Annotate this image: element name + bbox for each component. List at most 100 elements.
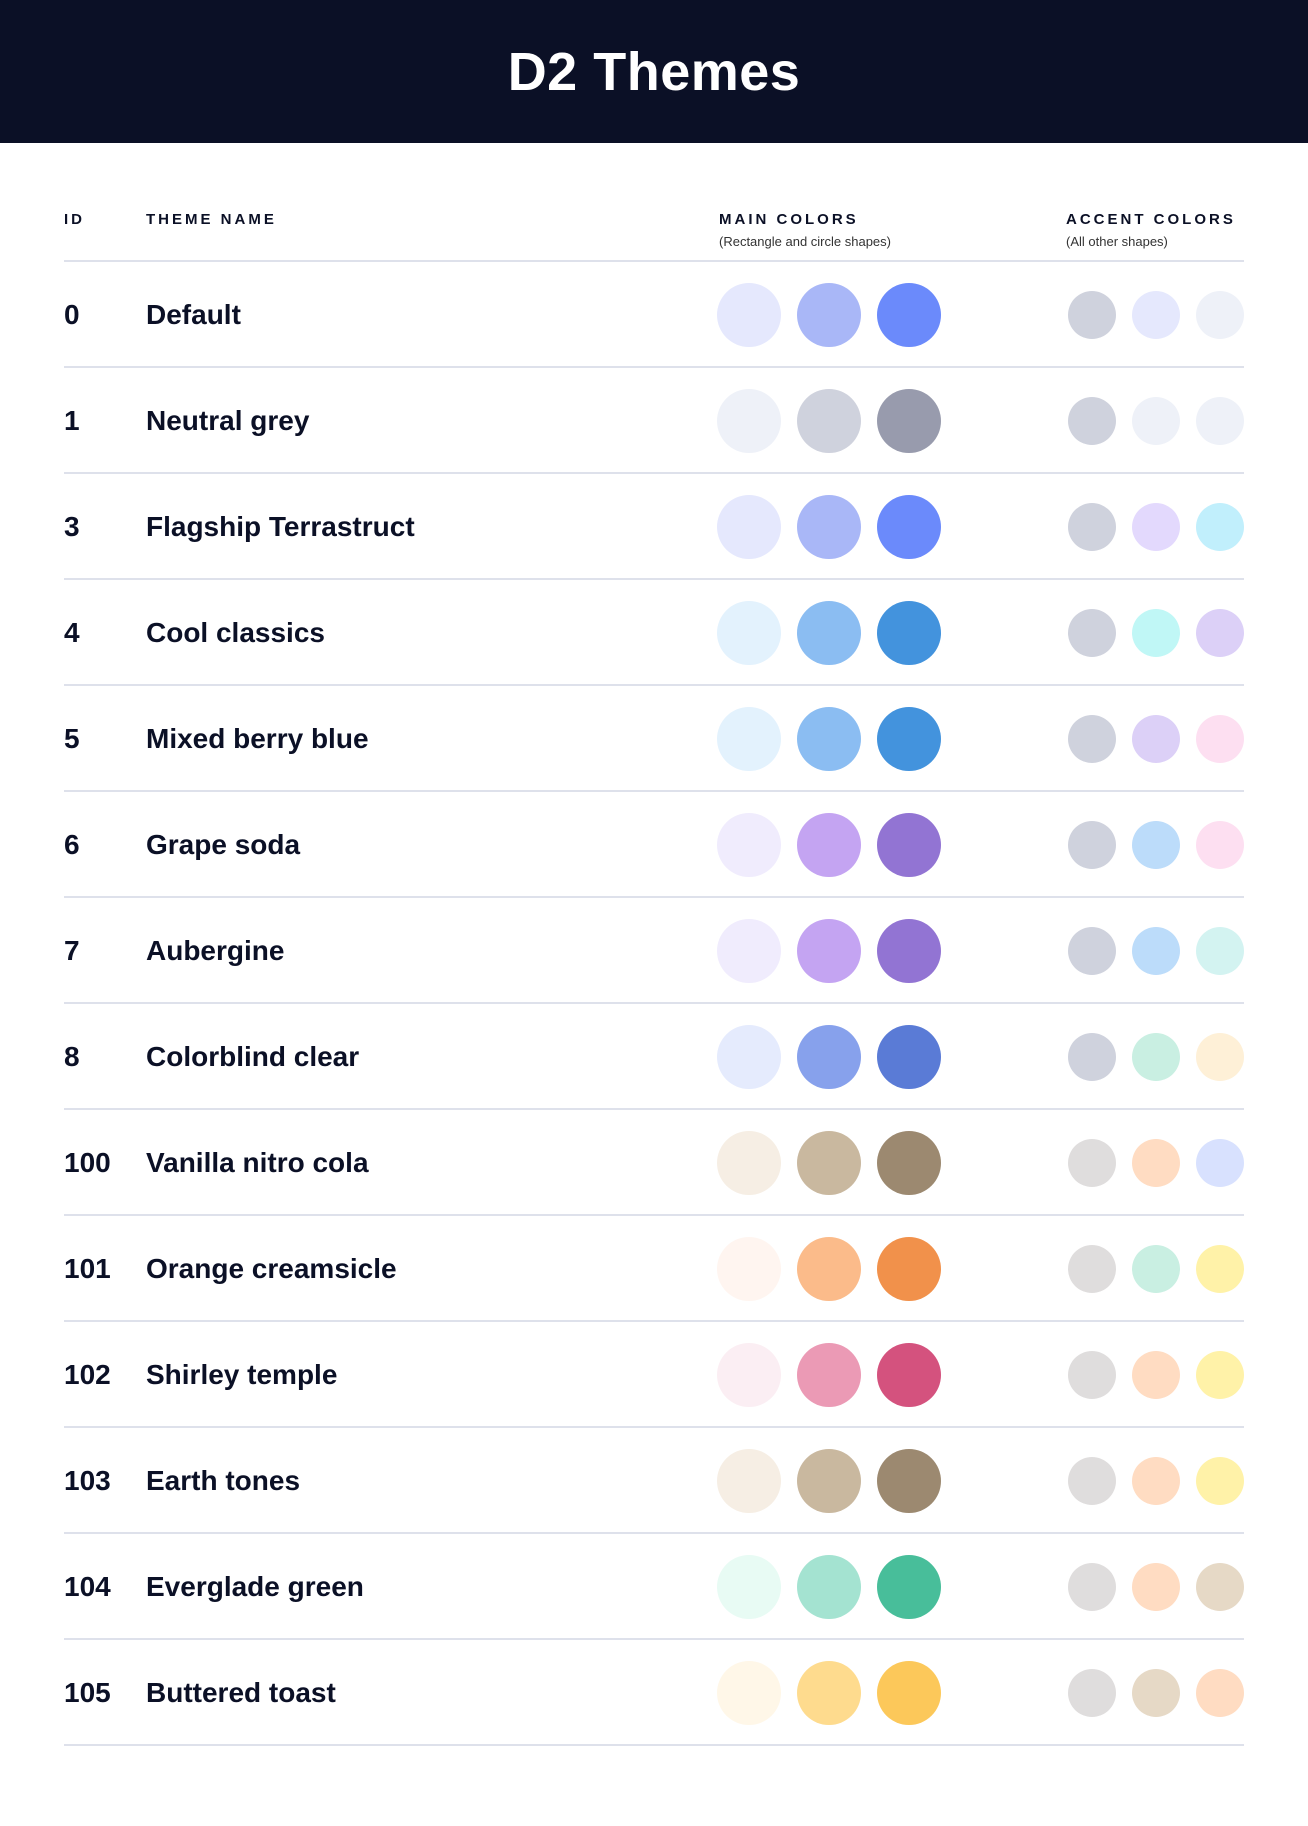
theme-id: 6 <box>64 829 80 860</box>
main-color-swatch <box>797 813 861 877</box>
main-color-swatch <box>877 495 941 559</box>
theme-id: 102 <box>64 1359 111 1390</box>
row-divider <box>64 366 1244 368</box>
row-divider <box>64 1002 1244 1004</box>
row-divider <box>64 1744 1244 1746</box>
main-color-swatch <box>717 1661 781 1725</box>
theme-name: Earth tones <box>146 1465 301 1496</box>
theme-name: Aubergine <box>146 935 285 966</box>
table-row: 3 Flagship Terrastruct <box>0 474 1308 580</box>
accent-color-swatch <box>1132 1669 1180 1717</box>
table-row: 4 Cool classics <box>0 580 1308 686</box>
theme-name: Default <box>146 299 241 330</box>
accent-color-swatch <box>1068 821 1116 869</box>
table-row: 102 Shirley temple <box>0 1322 1308 1428</box>
accent-color-swatch <box>1196 1457 1244 1505</box>
row-divider <box>64 1320 1244 1322</box>
accent-color-swatch <box>1132 1457 1180 1505</box>
accent-color-swatch <box>1132 1351 1180 1399</box>
accent-color-swatch <box>1132 291 1180 339</box>
theme-id: 100 <box>64 1147 111 1178</box>
main-color-swatch <box>877 1131 941 1195</box>
table-row: 103 Earth tones <box>0 1428 1308 1534</box>
table-row: 1 Neutral grey <box>0 368 1308 474</box>
accent-color-swatch <box>1068 1139 1116 1187</box>
header-divider <box>64 260 1244 262</box>
main-color-swatch <box>717 283 781 347</box>
row-divider <box>64 1214 1244 1216</box>
accent-color-swatch <box>1068 397 1116 445</box>
main-color-swatch <box>877 1661 941 1725</box>
main-color-swatch <box>877 1449 941 1513</box>
main-color-swatch <box>797 283 861 347</box>
main-color-swatch <box>717 707 781 771</box>
theme-name: Neutral grey <box>146 405 310 436</box>
main-color-swatch <box>717 389 781 453</box>
accent-color-swatch <box>1132 821 1180 869</box>
column-header-id: ID <box>64 211 85 228</box>
row-divider <box>64 1108 1244 1110</box>
main-color-swatch <box>797 919 861 983</box>
table-row: 105 Buttered toast <box>0 1640 1308 1746</box>
theme-name: Everglade green <box>146 1571 364 1602</box>
main-color-swatch <box>877 283 941 347</box>
row-divider <box>64 684 1244 686</box>
accent-color-swatch <box>1132 1563 1180 1611</box>
main-color-swatch <box>797 707 861 771</box>
row-divider <box>64 896 1244 898</box>
main-color-swatch <box>797 495 861 559</box>
main-color-swatch <box>717 919 781 983</box>
theme-name: Flagship Terrastruct <box>146 511 415 542</box>
theme-name: Mixed berry blue <box>146 723 369 754</box>
column-subheader-main-colors: (Rectangle and circle shapes) <box>719 234 891 249</box>
accent-color-swatch <box>1196 1139 1244 1187</box>
main-color-swatch <box>877 1025 941 1089</box>
row-divider <box>64 790 1244 792</box>
accent-color-swatch <box>1132 1245 1180 1293</box>
main-color-swatch <box>877 813 941 877</box>
table-row: 8 Colorblind clear <box>0 1004 1308 1110</box>
accent-color-swatch <box>1196 927 1244 975</box>
table-row: 101 Orange creamsicle <box>0 1216 1308 1322</box>
column-header-accent-colors: ACCENT COLORS <box>1066 211 1236 228</box>
main-color-swatch <box>797 601 861 665</box>
theme-name: Buttered toast <box>146 1677 336 1708</box>
main-color-swatch <box>717 1025 781 1089</box>
column-header-theme-name: THEME NAME <box>146 211 277 228</box>
table-row: 5 Mixed berry blue <box>0 686 1308 792</box>
theme-name: Orange creamsicle <box>146 1253 397 1284</box>
row-divider <box>64 1532 1244 1534</box>
theme-id: 104 <box>64 1571 111 1602</box>
accent-color-swatch <box>1132 715 1180 763</box>
row-divider <box>64 472 1244 474</box>
theme-name: Cool classics <box>146 617 325 648</box>
theme-id: 7 <box>64 935 80 966</box>
accent-color-swatch <box>1196 821 1244 869</box>
theme-name: Colorblind clear <box>146 1041 360 1072</box>
accent-color-swatch <box>1132 1139 1180 1187</box>
main-color-swatch <box>717 1237 781 1301</box>
accent-color-swatch <box>1196 1563 1244 1611</box>
table-row: 6 Grape soda <box>0 792 1308 898</box>
column-header-main-colors: MAIN COLORS <box>719 211 859 228</box>
main-color-swatch <box>797 1661 861 1725</box>
theme-name: Shirley temple <box>146 1359 338 1390</box>
accent-color-swatch <box>1196 609 1244 657</box>
main-color-swatch <box>797 1343 861 1407</box>
accent-color-swatch <box>1068 1457 1116 1505</box>
theme-id: 5 <box>64 723 80 754</box>
main-color-swatch <box>717 495 781 559</box>
main-color-swatch <box>797 1131 861 1195</box>
accent-color-swatch <box>1068 1245 1116 1293</box>
theme-id: 0 <box>64 299 80 330</box>
accent-color-swatch <box>1196 503 1244 551</box>
main-color-swatch <box>797 1449 861 1513</box>
main-color-swatch <box>877 1343 941 1407</box>
accent-color-swatch <box>1068 1351 1116 1399</box>
main-color-swatch <box>877 707 941 771</box>
theme-id: 8 <box>64 1041 80 1072</box>
accent-color-swatch <box>1196 291 1244 339</box>
accent-color-swatch <box>1132 927 1180 975</box>
accent-color-swatch <box>1196 1669 1244 1717</box>
theme-id: 101 <box>64 1253 111 1284</box>
